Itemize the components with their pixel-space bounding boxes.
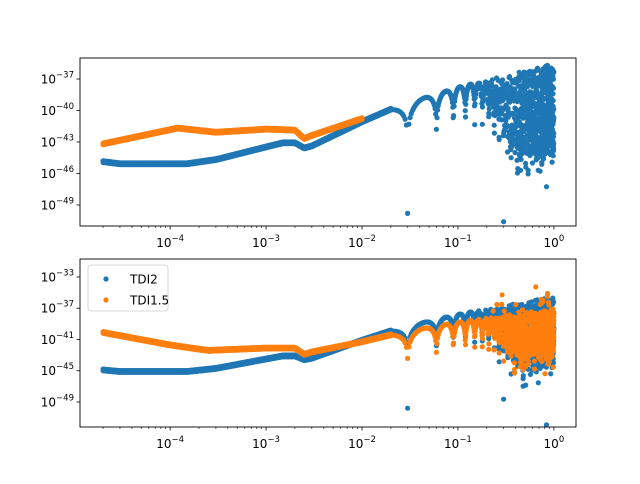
data-point xyxy=(501,219,506,224)
data-point xyxy=(551,153,556,158)
data-point xyxy=(452,104,457,109)
data-point xyxy=(451,113,456,118)
data-point xyxy=(434,115,439,120)
data-point xyxy=(463,114,468,119)
data-point xyxy=(497,137,502,142)
data-point xyxy=(526,168,531,173)
data-point xyxy=(480,104,485,109)
data-point xyxy=(472,340,477,345)
data-point xyxy=(523,383,528,388)
data-point xyxy=(472,122,477,127)
data-point xyxy=(548,371,553,376)
data-point xyxy=(551,98,556,103)
data-point xyxy=(519,157,524,162)
data-point xyxy=(506,106,511,111)
data-point xyxy=(551,70,556,75)
data-point xyxy=(539,162,544,167)
data-point xyxy=(500,77,505,82)
data-point xyxy=(463,108,468,113)
data-point xyxy=(544,184,549,189)
data-point xyxy=(405,406,410,411)
data-point xyxy=(509,155,514,160)
data-point xyxy=(463,102,468,107)
data-point xyxy=(551,77,556,82)
data-point xyxy=(536,380,541,385)
data-point xyxy=(472,101,477,106)
data-point xyxy=(521,373,526,378)
data-point xyxy=(486,111,491,116)
data-point xyxy=(551,299,556,304)
data-point xyxy=(405,211,410,216)
data-point xyxy=(551,115,556,120)
data-point xyxy=(551,106,556,111)
data-point xyxy=(492,123,497,128)
data-point xyxy=(551,131,556,136)
data-point xyxy=(538,169,543,174)
data-point xyxy=(492,131,497,136)
data-point xyxy=(541,156,546,161)
data-point xyxy=(359,117,364,122)
data-point xyxy=(434,127,439,132)
data-point xyxy=(501,397,506,402)
data-point xyxy=(550,91,555,96)
data-point xyxy=(406,122,411,127)
data-point xyxy=(518,168,523,173)
data-point xyxy=(551,86,556,91)
data-point xyxy=(403,117,408,122)
data-point xyxy=(480,122,485,127)
data-point xyxy=(551,146,556,151)
data-point xyxy=(497,359,502,364)
data-point xyxy=(550,160,555,165)
data-point xyxy=(551,141,556,146)
